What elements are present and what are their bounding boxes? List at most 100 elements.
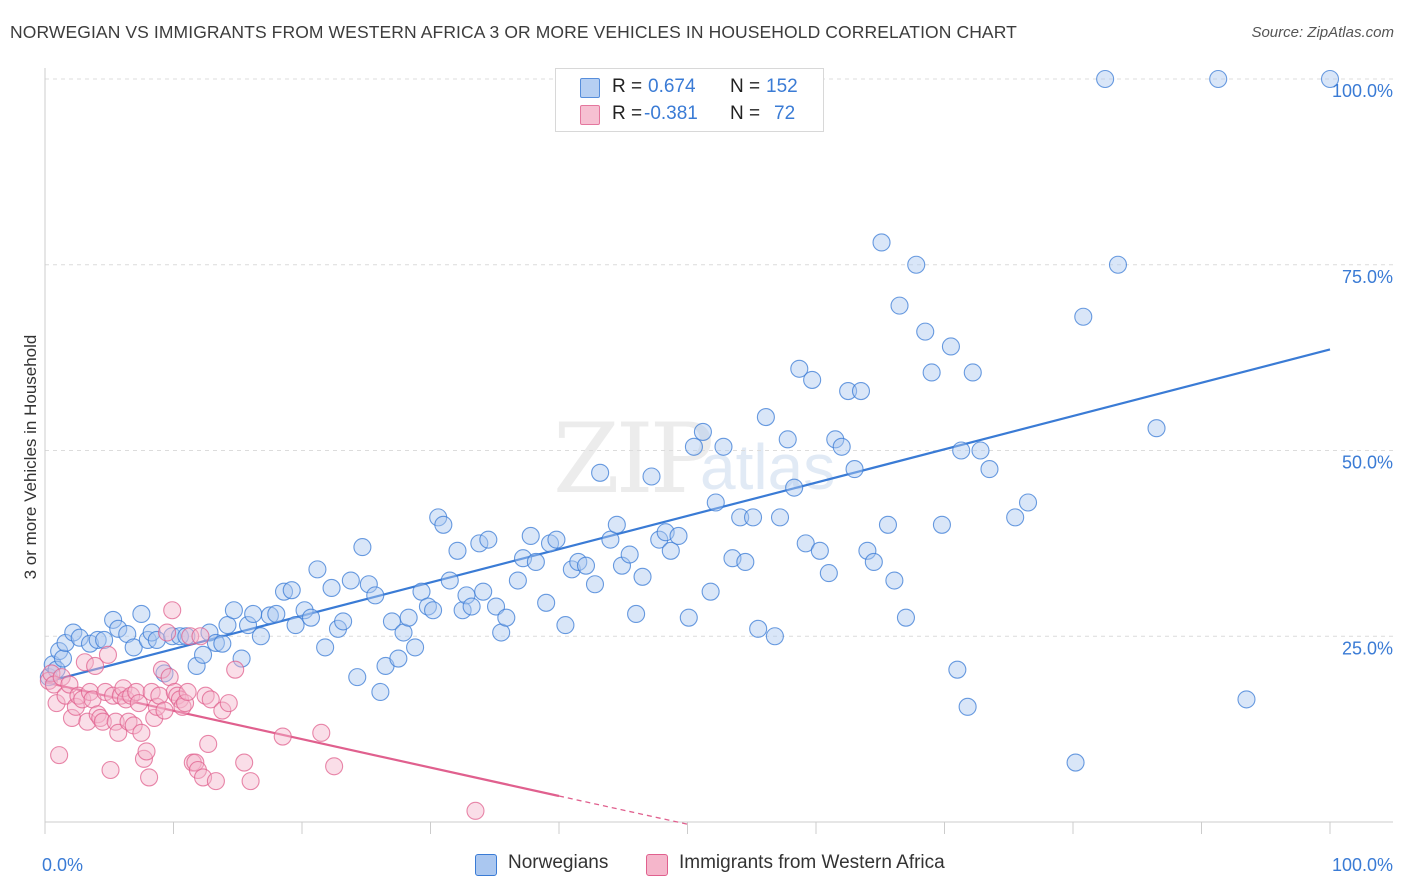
norwegians-point <box>213 634 232 653</box>
immigrants-point <box>62 708 82 728</box>
norwegians-point <box>932 515 951 534</box>
immigrants-point <box>137 742 156 761</box>
immigrants-point <box>73 690 92 709</box>
norwegians-point <box>826 430 845 449</box>
norwegians-point <box>706 493 725 512</box>
norwegians-point <box>267 604 286 624</box>
immigrants-point <box>163 601 182 620</box>
norwegians-point <box>187 656 206 676</box>
norwegians-point <box>206 633 225 652</box>
norwegians-point <box>274 582 294 601</box>
legend-swatch-immigrants <box>580 105 600 125</box>
legend-swatch-norwegians <box>580 78 600 98</box>
immigrants-point <box>98 645 118 664</box>
norwegians-point <box>1147 419 1166 438</box>
norwegians-point <box>952 441 971 460</box>
immigrants-point <box>140 768 159 787</box>
immigrants-point <box>158 623 177 642</box>
watermark-atlas: atlas <box>700 431 836 503</box>
norwegians-point <box>88 630 107 650</box>
immigrants-point <box>466 801 485 820</box>
immigrants-point <box>75 653 94 672</box>
norwegians-point <box>756 408 775 427</box>
norwegians-point <box>434 515 453 534</box>
norwegians-point <box>286 616 305 635</box>
norwegians-point <box>743 508 763 527</box>
immigrants-point <box>93 712 112 731</box>
norwegians-point <box>890 296 909 315</box>
series-swatch-immigrants <box>646 854 668 876</box>
legend-n-value: 152 <box>766 76 798 97</box>
norwegians-point <box>839 382 858 401</box>
norwegians-point <box>885 571 904 590</box>
immigrants-point <box>132 723 151 742</box>
watermark-zip: ZIP <box>553 403 714 515</box>
norwegians-point <box>714 437 733 456</box>
immigrants-point <box>213 701 232 720</box>
norwegians-point <box>316 638 335 657</box>
norwegians-point <box>1209 69 1228 89</box>
norwegians-point <box>132 604 151 624</box>
chart-title: NORWEGIAN VS IMMIGRANTS FROM WESTERN AFR… <box>10 22 1017 42</box>
norwegians-point <box>238 616 258 635</box>
norwegians-point <box>194 645 213 664</box>
norwegians-point <box>282 581 301 600</box>
norwegians-point <box>70 628 89 647</box>
immigrants-point <box>186 753 205 772</box>
immigrants-point <box>66 697 85 716</box>
norwegians-point <box>474 582 493 601</box>
immigrants-point <box>155 701 174 720</box>
immigrants-point <box>101 760 120 780</box>
norwegians-point <box>244 604 263 624</box>
norwegians-point <box>508 571 527 590</box>
norwegians-point <box>778 430 797 449</box>
norwegians-point <box>389 649 408 668</box>
norwegians-point <box>95 630 114 650</box>
norwegians-point <box>371 682 390 702</box>
norwegians-point <box>693 422 712 441</box>
immigrants-point <box>124 716 143 735</box>
norwegians-point <box>348 668 367 687</box>
norwegians-point <box>872 233 891 252</box>
norwegians-point <box>224 601 243 620</box>
immigrants-point <box>176 694 195 713</box>
y-tick-label: 25.0% <box>1342 638 1393 658</box>
norwegians-point <box>948 660 967 679</box>
y-tick-label: 50.0% <box>1342 453 1393 473</box>
norwegians-point <box>1018 493 1038 512</box>
immigrants-point <box>226 660 245 679</box>
norwegians-point <box>301 608 321 627</box>
immigrants-point <box>47 694 66 713</box>
legend-r-label: R = <box>612 103 643 124</box>
norwegians-point <box>845 460 864 479</box>
trend-lines <box>44 348 1331 825</box>
immigrants-point <box>86 656 105 676</box>
norwegians-trend-line <box>44 348 1331 684</box>
norwegians-point <box>858 541 877 560</box>
correlation-legend: R = 0.674 N = 152 R = -0.381 N = 72 <box>555 68 824 132</box>
immigrants-point <box>181 627 200 646</box>
norwegians-point <box>308 560 327 579</box>
norwegians-point <box>878 515 898 534</box>
norwegians-point <box>366 586 385 605</box>
norwegians-point <box>147 630 166 650</box>
norwegians-point <box>251 627 270 646</box>
immigrants-point <box>134 749 153 768</box>
norwegians-point <box>650 530 669 549</box>
norwegians-point <box>406 638 425 657</box>
norwegians-point <box>980 460 999 479</box>
norwegians-point <box>486 597 506 616</box>
norwegians-point <box>669 526 688 545</box>
norwegians-point <box>765 627 784 646</box>
immigrants-point <box>191 627 210 646</box>
norwegians-point <box>810 541 829 560</box>
norwegians-point <box>260 606 279 625</box>
norwegians-point <box>424 601 443 620</box>
norwegians-point <box>661 541 680 560</box>
norwegians-point <box>537 593 556 612</box>
immigrants-point <box>201 690 220 709</box>
norwegians-point <box>232 649 251 668</box>
immigrants-point <box>152 660 171 679</box>
immigrants-point <box>145 708 164 728</box>
